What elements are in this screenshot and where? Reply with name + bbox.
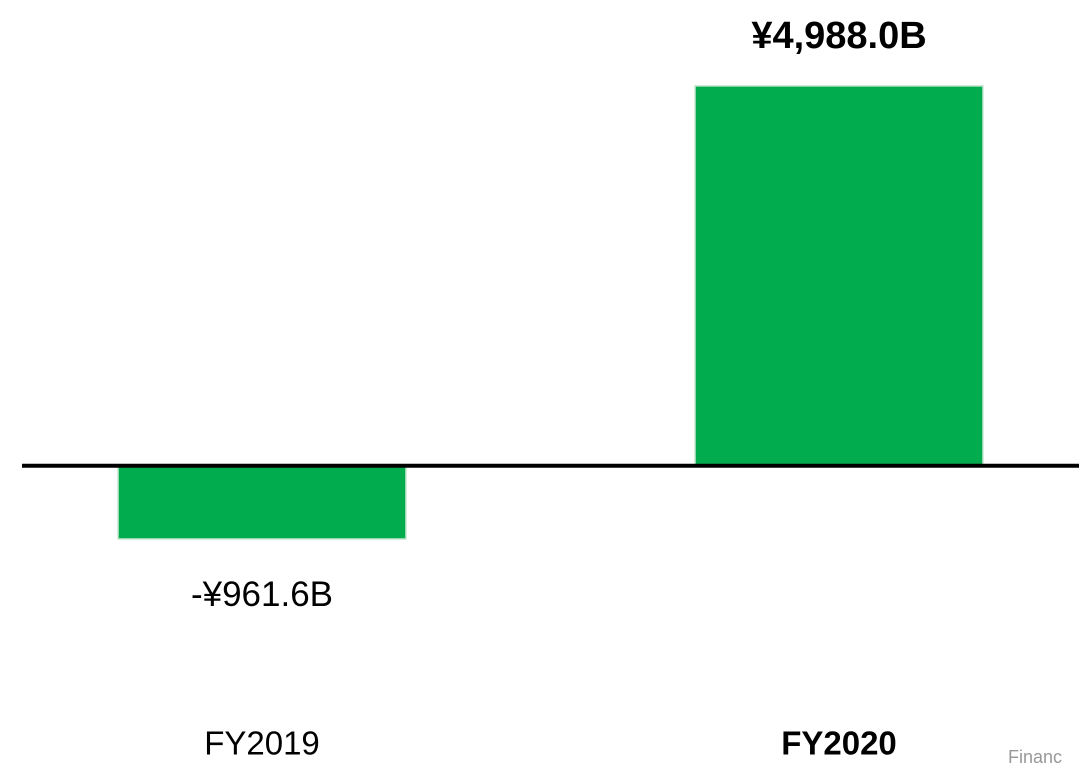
source-note: Financ — [1008, 747, 1062, 764]
bar — [117, 465, 407, 540]
bar — [694, 85, 984, 467]
value-label: ¥4,988.0B — [751, 15, 926, 57]
value-label: -¥961.6B — [191, 575, 333, 614]
category-label: FY2020 — [781, 725, 897, 762]
category-label: FY2019 — [204, 725, 320, 762]
